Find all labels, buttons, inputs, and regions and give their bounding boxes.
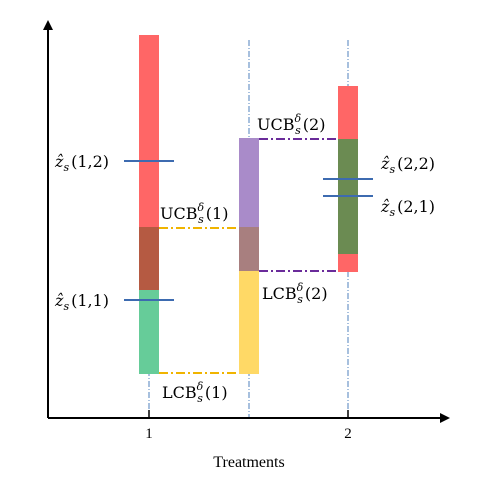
label-z-2-2: ẑs (2,2): [380, 154, 435, 176]
interval-overlap-bar-1: [139, 227, 159, 291]
interval-bar-arm-1-2: [139, 35, 159, 229]
x-tick-label-2: 2: [344, 426, 352, 442]
x-axis-title: Treatments: [213, 454, 284, 471]
label-ucb-2: UCBδ s (2): [257, 112, 325, 137]
label-lcb-1: LCBδ s (1): [162, 380, 228, 405]
interval-bar-arm-1-1: [139, 290, 159, 374]
interval-bar-ucb-side: [239, 138, 259, 228]
label-lcb-2: LCBδ s (2): [262, 281, 328, 306]
interval-bar-lcb-side: [239, 271, 259, 374]
label-z-1-1: ẑs (1,1): [54, 291, 109, 313]
interval-overlap-bar-mid: [239, 227, 259, 272]
label-ucb-1: UCBδ s (1): [160, 201, 228, 226]
label-z-2-1: ẑs (2,1): [380, 197, 435, 219]
x-tick-label-1: 1: [145, 426, 153, 442]
label-z-1-2: ẑs (1,2): [54, 152, 109, 174]
